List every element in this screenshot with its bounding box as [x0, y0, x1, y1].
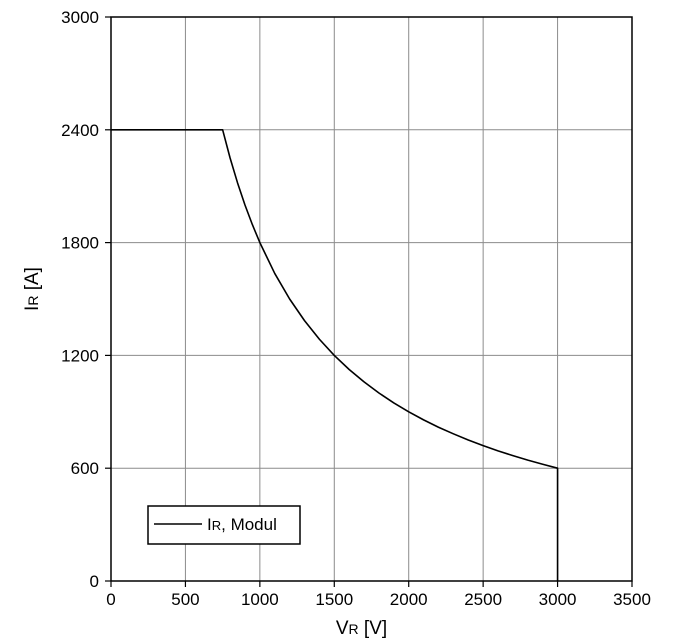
y-tick-label: 2400 [61, 121, 99, 140]
grid [111, 17, 632, 581]
y-axis-label-main: I [22, 306, 43, 311]
x-axis-label: VR [V] [336, 618, 387, 639]
y-axis-label-unit: [A] [22, 267, 43, 296]
y-tick-label: 1200 [61, 346, 99, 365]
y-axis-label-sub: R [25, 296, 41, 306]
y-tick-label: 1800 [61, 234, 99, 253]
series-line-0 [111, 129, 559, 581]
legend-label: IR, Modul [207, 515, 277, 534]
legend-label-sub: R [212, 518, 221, 533]
x-tick-label: 2500 [464, 590, 502, 609]
x-tick-label: 3500 [613, 590, 651, 609]
y-tick-label: 0 [90, 572, 99, 591]
x-axis-label-unit: [V] [359, 618, 388, 639]
x-axis-label-sub: R [349, 621, 359, 637]
x-axis-label-main: V [336, 618, 349, 639]
x-tick-label: 2000 [390, 590, 428, 609]
x-tick-label: 3000 [539, 590, 577, 609]
legend-label-main: I [207, 515, 212, 534]
y-axis-ticks: 0 600 1200 1800 2400 3000 [61, 8, 111, 591]
y-tick-label: 3000 [61, 8, 99, 27]
legend: IR, Modul [147, 505, 301, 545]
legend-label-suffix: , Modul [221, 515, 277, 534]
x-axis-ticks: 0 500 1000 1500 2000 2500 3000 3500 [106, 581, 651, 609]
series-layer [111, 129, 559, 581]
x-tick-label: 0 [106, 590, 115, 609]
legend-box [147, 505, 301, 545]
x-tick-label: 1000 [241, 590, 279, 609]
x-tick-label: 1500 [315, 590, 353, 609]
y-tick-label: 600 [71, 459, 99, 478]
plot-frame [110, 16, 633, 582]
y-axis-label: IR [A] [22, 267, 43, 311]
x-tick-label: 500 [171, 590, 199, 609]
